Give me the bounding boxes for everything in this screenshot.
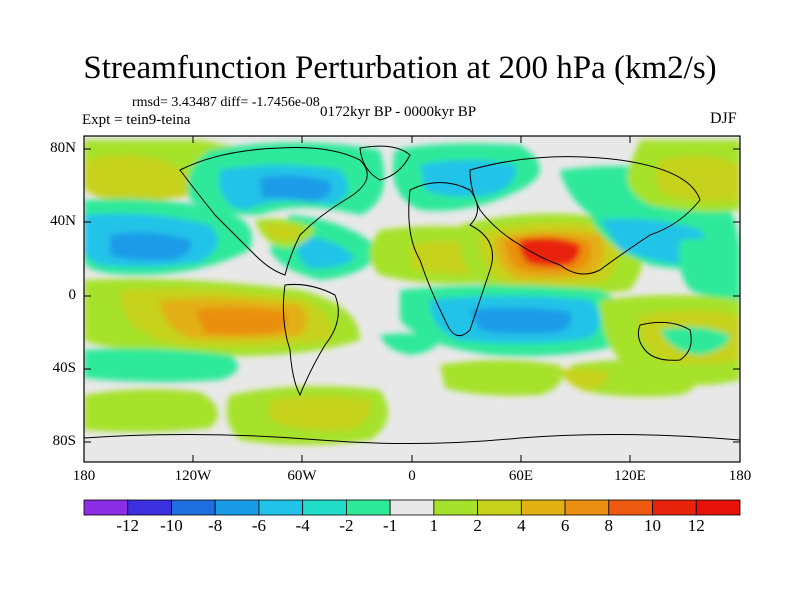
coastline-europe-africa	[408, 182, 493, 337]
lon-label-180e: 180	[728, 468, 752, 484]
colorbar-swatch	[83, 499, 129, 516]
lat-label-40s: 40S	[52, 360, 76, 376]
contour-neg-weak	[660, 326, 730, 355]
contour-neg-strong	[110, 232, 191, 261]
experiment-label: Expt = tein9-teina	[82, 112, 191, 128]
lon-label-60e: 60E	[508, 468, 534, 484]
coastline-antarctica	[84, 433, 740, 445]
coastline-south-america	[282, 284, 339, 397]
colorbar-swatch	[302, 499, 347, 516]
contour-neg-mid	[420, 160, 516, 197]
colorbar-label: 12	[687, 516, 705, 535]
colorbar-swatch	[433, 499, 479, 516]
colorbar-swatch	[695, 499, 741, 516]
contour-pos-mid	[656, 156, 740, 202]
contour-pos-mid	[270, 396, 371, 431]
colorbar-label: 8	[604, 516, 614, 535]
colorbar-swatch	[608, 499, 653, 516]
lat-label-80s: 80S	[52, 433, 76, 449]
plot-title: Streamfunction Perturbation at 200 hPa (…	[83, 50, 717, 86]
contour-field	[84, 136, 740, 462]
lon-label-120w: 120W	[174, 468, 212, 484]
contour-neg-mid	[297, 235, 355, 269]
lon-label-180w: 180	[72, 468, 96, 484]
colorbar-swatch	[652, 499, 697, 516]
colorbar-swatch	[520, 499, 566, 516]
coastline-greenland	[359, 145, 411, 181]
colorbar-label: 4	[517, 516, 526, 535]
contour-pos-weak	[440, 360, 563, 396]
contour-pos-mid	[262, 223, 302, 242]
period-label: 0172kyr BP - 0000kyr BP	[320, 104, 477, 120]
lon-label-120e: 120E	[614, 468, 646, 484]
contour-neg-strong	[260, 175, 331, 202]
contour-pos-weak	[84, 389, 218, 433]
lat-label-80n: 80N	[50, 140, 76, 156]
colorbar-label: -1	[383, 516, 398, 535]
colorbar-swatch	[127, 499, 172, 516]
contour-pos-peak	[519, 237, 581, 267]
colorbar-label: -2	[339, 516, 354, 535]
contour-neg-strong	[470, 307, 572, 334]
coastline-north-america	[179, 147, 368, 276]
contour-neg-weak	[380, 333, 440, 355]
lat-ticks	[84, 148, 740, 443]
colorbar-label: -8	[208, 516, 223, 535]
contour-neg-weak	[84, 348, 238, 383]
colorbar-swatch	[345, 499, 391, 516]
lon-label-0: 0	[408, 468, 416, 484]
colorbar-swatch	[564, 499, 610, 516]
lon-label-60w: 60W	[287, 468, 317, 484]
colorbar-label: 2	[473, 516, 482, 535]
colorbar-label: -10	[160, 516, 183, 535]
colorbar-label: -4	[295, 516, 310, 535]
coastlines	[84, 145, 740, 445]
lat-label-40n: 40N	[50, 213, 76, 229]
colorbar-label: 6	[560, 516, 570, 535]
contour-neg-weak	[678, 238, 740, 300]
stats-text: rmsd= 3.43487 diff= -1.7456e-08	[132, 95, 320, 110]
coastline-australia	[637, 321, 692, 361]
colorbar-swatch	[214, 499, 260, 516]
contour-pos-weak	[570, 360, 698, 397]
colorbar-swatch	[477, 499, 522, 516]
colorbar-swatch	[171, 499, 216, 516]
coastline-asia	[469, 156, 701, 275]
colorbar-swatch	[389, 499, 435, 516]
colorbar-label: 1	[429, 516, 439, 535]
colorbar-label: -12	[116, 516, 140, 535]
contour-pos-high	[195, 307, 288, 335]
contour-pos-mid	[84, 155, 192, 202]
lon-ticks	[192, 136, 631, 462]
contour-pos-mid	[560, 368, 610, 390]
colorbar-swatch	[258, 499, 304, 516]
colorbar-label: -6	[251, 516, 266, 535]
lat-label-eq: 0	[68, 287, 77, 303]
season-label: DJF	[710, 110, 737, 127]
colorbar-label: 10	[644, 516, 662, 535]
colorbar	[83, 499, 741, 516]
